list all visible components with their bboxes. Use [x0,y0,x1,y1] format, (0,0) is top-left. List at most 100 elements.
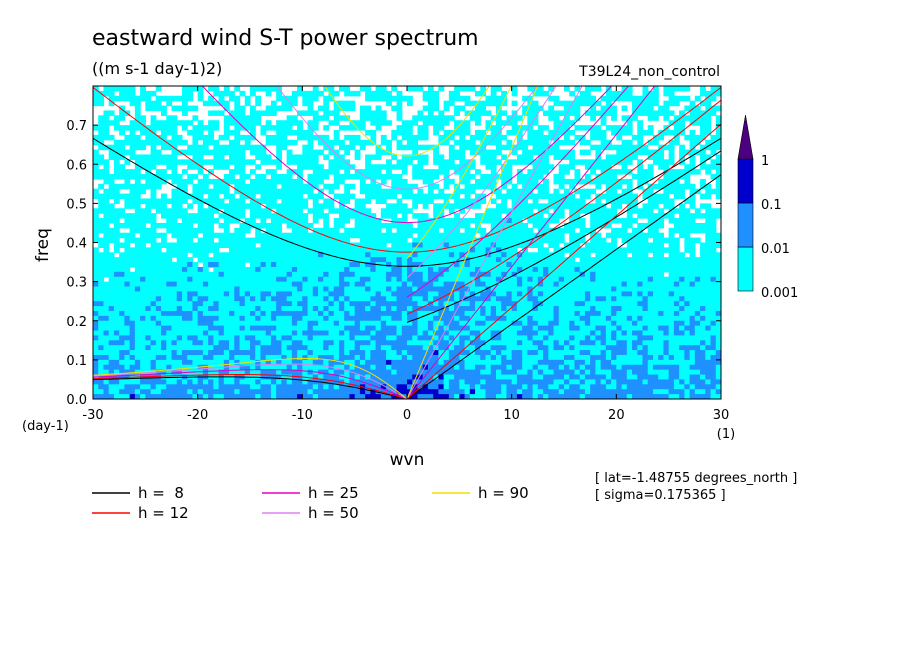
field-cell [438,203,445,209]
field-cell [501,208,508,214]
field-cell [380,149,387,156]
field-cell [302,159,309,165]
field-cell [124,271,131,278]
field-cell [548,301,555,307]
field-cell [291,193,298,200]
field-cell [705,315,712,322]
field-cell [150,100,157,107]
field-cell [485,120,492,126]
field-cell [140,218,146,224]
field-cell [208,257,214,263]
field-cell [239,174,246,180]
field-cell [291,178,298,185]
field-cell [700,183,706,190]
field-cell [506,257,513,263]
field-cell [642,110,649,116]
field-cell [140,213,146,219]
field-cell [532,183,539,190]
field-cell [600,222,607,229]
field-cell [202,301,209,307]
field-cell [469,257,476,263]
field-cell [202,252,209,258]
field-cell [365,95,371,102]
field-cell [469,306,476,312]
field-cell [600,193,607,200]
field-cell [359,281,366,288]
field-cell [359,213,366,219]
field-cell [642,105,649,112]
field-cell [98,222,105,229]
field-cell [333,257,340,263]
field-cell [647,242,654,248]
field-cell [286,149,293,156]
field-cell [590,105,596,112]
field-cell [558,325,565,332]
field-cell [260,159,267,165]
field-cell [448,134,455,141]
field-cell [218,188,225,195]
field-cell [469,100,476,107]
field-cell [176,198,183,204]
field-cell [197,276,204,283]
field-cell [668,266,675,273]
field-cell [276,296,282,302]
field-cell [365,242,371,248]
field-cell [124,291,131,297]
field-cell [297,262,303,268]
field-cell [234,134,241,141]
field-cell [113,335,120,341]
field-cell [637,247,644,253]
field-cell [584,178,591,185]
field-cell [652,306,659,312]
field-cell [652,227,659,234]
field-cell [673,178,680,185]
field-cell [281,120,288,126]
field-cell [605,188,612,195]
field-cell [239,335,246,341]
field-cell [386,164,392,170]
field-cell [365,276,371,283]
field-cell [208,286,214,293]
field-cell [611,174,617,180]
field-cell [422,115,429,121]
field-cell [265,330,272,337]
field-cell [344,100,351,107]
field-cell [344,330,351,337]
field-cell [621,252,628,258]
field-cell [318,310,324,317]
field-cell [590,95,596,102]
field-cell [522,208,528,214]
field-cell [700,296,706,302]
field-cell [239,144,246,151]
field-cell [297,296,303,302]
field-cell [427,86,434,92]
field-cell [155,198,162,204]
field-cell [150,315,157,322]
field-cell [328,86,335,92]
field-cell [475,296,481,302]
field-cell [98,296,105,302]
field-cell [291,154,298,160]
field-cell [155,169,162,175]
field-cell [579,237,586,244]
field-cell [443,139,450,146]
field-cell [668,306,675,312]
field-cell [161,208,167,214]
field-cell [475,90,481,97]
field-cell [129,296,136,302]
field-cell [286,315,293,322]
field-cell [176,232,183,239]
field-cell [621,222,628,229]
field-cell [626,120,633,126]
field-cell [506,169,513,175]
field-cell [396,218,403,224]
field-cell [239,330,246,337]
field-cell [234,95,241,102]
field-cell [140,325,146,332]
field-cell [93,257,99,263]
field-cell [652,325,659,332]
field-cell [365,286,371,293]
field-cell [412,247,419,253]
field-cell [401,154,408,160]
field-cell [490,325,497,332]
